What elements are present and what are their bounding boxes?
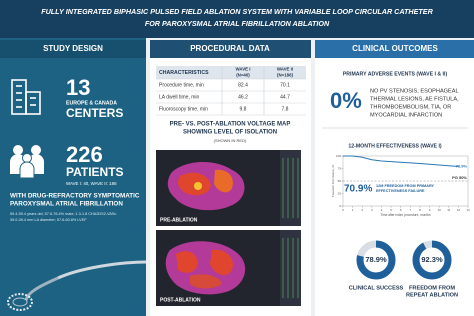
x-tick-label: 8 [419, 208, 421, 212]
catheter-illustration [7, 260, 147, 311]
y-tick-label: 50 [338, 179, 342, 183]
table-cell: 70.1 [280, 82, 290, 88]
effectiveness-line [343, 155, 459, 168]
map-title: SHOWING LEVEL OF ISOLATION [183, 130, 277, 136]
table-header: CHARACTERISTICS [159, 70, 209, 76]
x-tick-label: 10 [437, 208, 441, 212]
table-cell: LA dwell time, min [159, 94, 200, 100]
panel-title: PROCEDURAL DATA [190, 44, 270, 53]
table-header: WAVE II [277, 67, 293, 72]
centers-number: 13 [66, 75, 90, 100]
donut-label: FREEDOM FROM [409, 285, 455, 291]
voltage-map-pre [156, 150, 301, 226]
x-tick-label: 3 [371, 208, 373, 212]
table-header: (N=186) [277, 73, 294, 78]
population: PAROXYSMAL ATRIAL FIBRILLATION [10, 201, 123, 208]
donut-arc [412, 240, 452, 280]
y-tick-label: 75 [338, 166, 342, 170]
table-lines [156, 66, 306, 116]
building-icon [11, 79, 41, 115]
patients-icon [10, 145, 44, 179]
donut-value: 78.9% [365, 255, 387, 264]
freedom-text: EFFECTIVENESS FAILURE [376, 189, 425, 193]
population: WITH DRUG-REFRACTORY SYMPTOMATIC [10, 193, 140, 200]
table-cell: Fluoroscopy time, min [159, 106, 208, 112]
table-cell: 44.7 [280, 94, 290, 100]
x-tick-label: 4 [381, 208, 383, 212]
outcomes-header [315, 40, 474, 58]
detail: 39.0-39.4 mm LA diameter; 57.6-60.8% LVE… [10, 218, 87, 222]
x-axis-label: Time after index procedure, months [380, 213, 431, 217]
table-header: WAVE I [235, 67, 250, 72]
table-header: (N=40) [236, 73, 250, 78]
detail: 59.4-59.4 years old; 57.5-76.4% male; 1.… [10, 212, 116, 216]
freedom-rate: 70.9% [344, 184, 372, 195]
page-title: FOR PAROXYSMAL ATRIAL FIBRILLATION ABLAT… [145, 19, 330, 28]
donut-value: 92.3% [421, 255, 443, 264]
voltage-map-post [156, 230, 301, 306]
y-axis-label: Freedom from failure, % [331, 165, 335, 198]
donut-label: REPEAT ABLATION [406, 292, 458, 298]
y-tick-label: 0 [339, 204, 341, 208]
adverse-title: PRIMARY ADVERSE EVENTS (WAVE I & II) [343, 71, 448, 77]
x-tick-label: 2 [361, 208, 363, 212]
adverse-text: THERMAL LESIONS, AE FISTULA, [370, 96, 459, 102]
patients-number: 226 [66, 142, 103, 167]
image-label: POST-ABLATION [160, 297, 201, 303]
map-note: (SHOWN IN RED) [214, 138, 247, 143]
effectiveness-title: 12-MONTH EFFECTIVENESS (WAVE I) [348, 143, 442, 149]
x-tick-label: 11 [447, 208, 450, 212]
x-tick-label: 12 [457, 208, 461, 212]
study-header [0, 40, 146, 58]
table-cell: Procedure time, min [159, 82, 204, 88]
x-tick-label: 9 [429, 208, 431, 212]
x-tick-label: 7 [409, 208, 411, 212]
x-tick-label: 13 [466, 208, 470, 212]
map-title: PRE- VS. POST-ABLATION VOLTAGE MAP [170, 122, 291, 128]
x-tick-label: 1 [352, 208, 354, 212]
x-tick-label: 0 [342, 208, 344, 212]
x-tick-label: 6 [400, 208, 402, 212]
end-label: 78.9% [456, 164, 468, 169]
goal-label: PG 50% [452, 175, 467, 180]
procedural-header [150, 40, 311, 58]
patients-waves: WAVE I: 40, WAVE II: 186 [66, 181, 117, 186]
panel-title: CLINICAL OUTCOMES [352, 44, 438, 53]
table-cell: 9.8 [240, 106, 247, 112]
x-tick-label: 5 [390, 208, 392, 212]
page-title: FULLY INTEGRATED BIPHASIC PULSED FIELD A… [41, 7, 433, 16]
y-tick-label: 100 [336, 154, 341, 158]
header-band [0, 0, 474, 38]
freedom-text: 12M FREEDOM FROM PRIMARY [376, 184, 435, 188]
table-cell: 7.8 [282, 106, 289, 112]
adverse-text: MYOCARDIAL INFARCTION [370, 112, 442, 118]
table-cell: 82.4 [238, 82, 248, 88]
table-header-bg [156, 66, 306, 79]
adverse-rate: 0% [330, 88, 362, 113]
adverse-text: THROMBOEMBOLISM, TIA, OR [370, 104, 451, 110]
table-cell: 46.2 [238, 94, 248, 100]
centers-region: EUROPE & CANADA [66, 100, 117, 106]
y-tick-label: 25 [338, 191, 342, 195]
panel-title: STUDY DESIGN [43, 44, 103, 53]
centers-label: CENTERS [66, 106, 123, 120]
adverse-text: NO PV STENOSIS, ESOPHAGEAL [370, 88, 459, 94]
image-label: PRE-ABLATION [160, 217, 198, 223]
donut-label: CLINICAL SUCCESS [349, 285, 404, 291]
patients-label: PATIENTS [66, 165, 124, 179]
donut-arc [356, 240, 396, 280]
